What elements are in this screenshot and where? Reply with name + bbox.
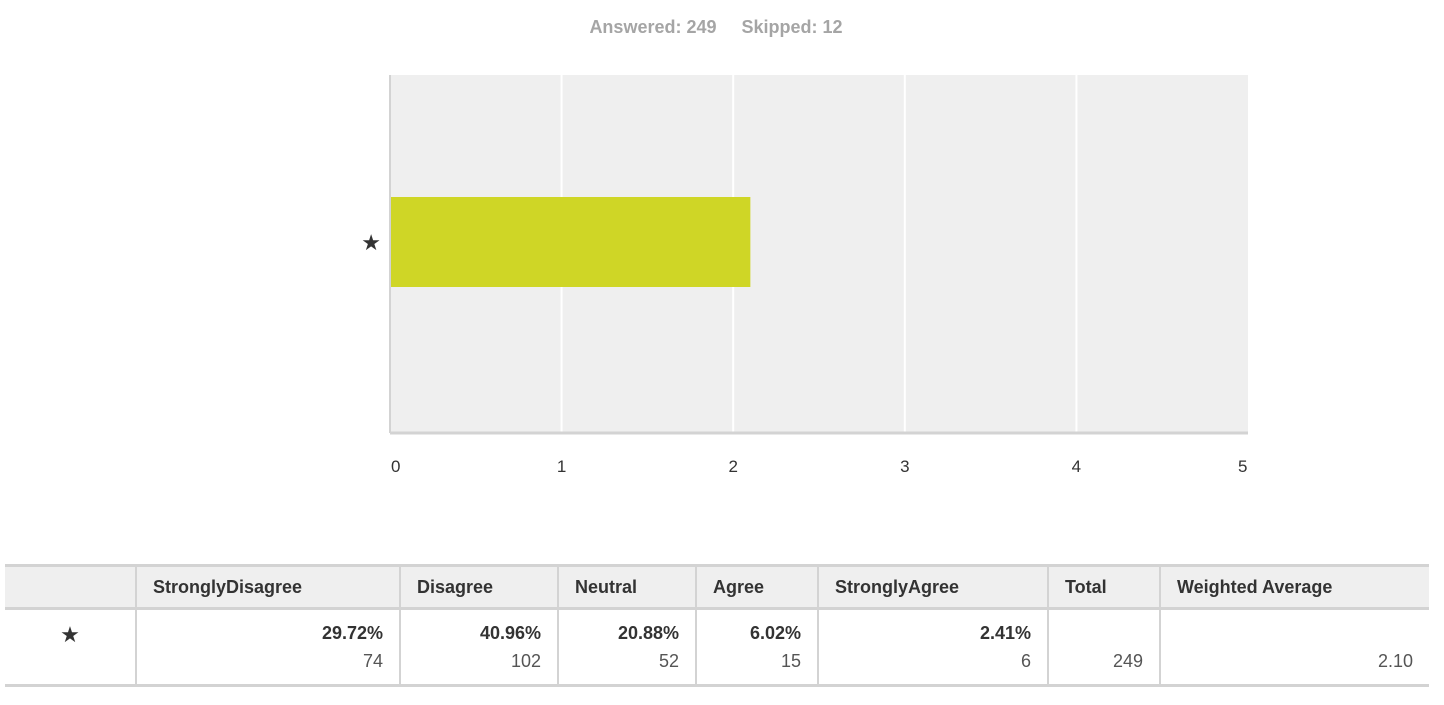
x-tick-label: 4 [1072, 457, 1081, 476]
row-label-star-icon: ★ [361, 230, 381, 255]
cell-neutral: 20.88% 52 [557, 608, 696, 687]
cell-percent: 2.41% [979, 623, 1031, 643]
cell-strongly-agree: 2.41% 6 [817, 608, 1048, 687]
header-strongly-disagree: StronglyDisagree [135, 564, 400, 610]
bar [390, 197, 751, 287]
cell-count: 15 [780, 651, 801, 671]
header-weighted-average: Weighted Average [1159, 564, 1429, 610]
answered-count: Answered: 249 [589, 17, 717, 37]
x-tick-label: 1 [557, 457, 566, 476]
response-summary: Answered: 249 Skipped: 12 [0, 17, 1432, 38]
x-tick-label: 0 [391, 457, 400, 476]
table-row: ★ 29.72% 74 40.96% 102 20.88% 52 6.02% 1… [5, 608, 1429, 687]
skipped-count: Skipped: 12 [741, 17, 843, 37]
cell-total: 249 [1047, 608, 1160, 687]
cell-percent: 29.72% [321, 623, 383, 643]
row-label-star-icon: ★ [5, 608, 136, 687]
cell-percent: 40.96% [479, 623, 541, 643]
x-tick-label: 2 [728, 457, 737, 476]
weighted-average-value: 2.10 [1377, 651, 1413, 671]
cell-strongly-disagree: 29.72% 74 [135, 608, 400, 687]
cell-count: 6 [1020, 651, 1031, 671]
cell-weighted-average: 2.10 [1159, 608, 1429, 687]
header-empty [5, 564, 136, 610]
header-neutral: Neutral [557, 564, 696, 610]
total-value: 249 [1112, 651, 1143, 671]
results-table: StronglyDisagree Disagree Neutral Agree … [5, 564, 1429, 687]
header-total: Total [1047, 564, 1160, 610]
header-disagree: Disagree [399, 564, 558, 610]
cell-count: 52 [658, 651, 679, 671]
table-header-row: StronglyDisagree Disagree Neutral Agree … [5, 564, 1429, 610]
cell-percent: 20.88% [617, 623, 679, 643]
header-strongly-agree: StronglyAgree [817, 564, 1048, 610]
x-tick-label: 5 [1238, 457, 1247, 476]
cell-count: 102 [510, 651, 541, 671]
header-agree: Agree [695, 564, 818, 610]
cell-agree: 6.02% 15 [695, 608, 818, 687]
x-tick-label: 3 [900, 457, 909, 476]
cell-disagree: 40.96% 102 [399, 608, 558, 687]
bar-chart: ★ 0 1 2 3 4 5 [361, 75, 1248, 476]
cell-count: 74 [362, 651, 383, 671]
cell-percent: 6.02% [749, 623, 801, 643]
